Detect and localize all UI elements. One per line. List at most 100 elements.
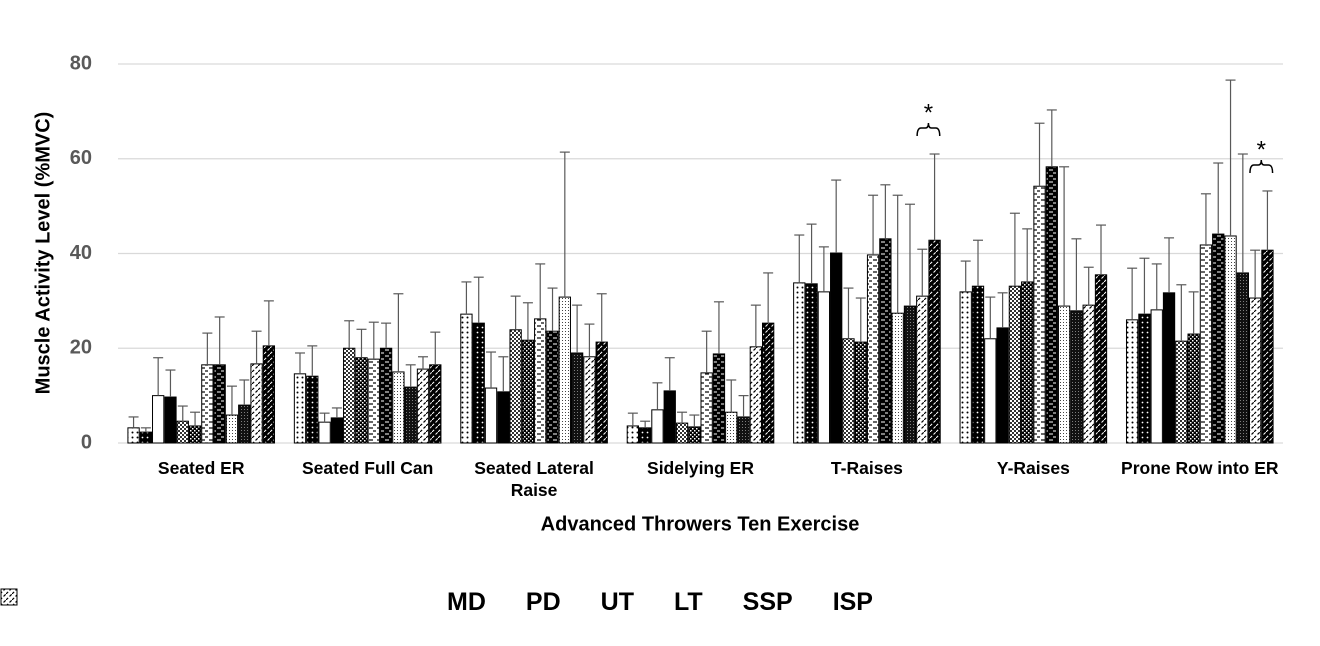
bar [250, 363, 263, 444]
error-bar [165, 369, 176, 398]
legend-item: SSP [0, 588, 793, 617]
legend-item: MD [0, 588, 486, 617]
x-tick-label: T-Raises [830, 458, 903, 478]
bar [1150, 309, 1163, 444]
bar [379, 347, 393, 444]
error-bar [713, 301, 724, 354]
error-bar [1139, 257, 1150, 315]
bar [509, 329, 522, 444]
error-bar [1188, 291, 1199, 335]
error-bar [307, 345, 318, 377]
bar [188, 425, 202, 444]
error-bar [572, 304, 583, 353]
error-bar [750, 304, 761, 347]
bar [238, 404, 251, 444]
y-tick-label: 40 [70, 242, 92, 264]
legend-label: MD [447, 588, 486, 616]
error-bar [818, 246, 829, 292]
error-bar [892, 194, 903, 314]
error-bar [880, 184, 891, 239]
error-bar [794, 234, 805, 283]
bar [1261, 249, 1274, 444]
error-bar [356, 328, 367, 358]
bar [1082, 304, 1095, 444]
error-bar [177, 405, 188, 422]
bar [1033, 185, 1046, 444]
x-tick-label: Sidelying ER [647, 458, 754, 478]
bar [959, 291, 972, 444]
error-bar [510, 295, 521, 330]
error-bar [405, 364, 416, 388]
bar [1212, 233, 1225, 444]
significance-marker: * [1257, 136, 1266, 163]
bar [879, 238, 892, 444]
error-bar [627, 412, 638, 426]
bar [1248, 297, 1262, 444]
error-bar [584, 323, 595, 357]
error-bar [1200, 193, 1211, 245]
error-bar [214, 316, 225, 365]
bar [805, 283, 818, 444]
error-bar [917, 248, 928, 297]
legend-item: UT [0, 588, 634, 617]
bar [854, 341, 867, 444]
legend-item: LT [0, 588, 703, 617]
bar [737, 416, 750, 444]
error-bar [929, 153, 940, 241]
bar [460, 313, 473, 444]
error-bar [486, 351, 497, 389]
legend-label: UT [600, 588, 634, 616]
error-bar [263, 300, 274, 346]
bar [1162, 292, 1176, 444]
bar [725, 411, 738, 444]
bar [306, 375, 319, 444]
legend-item: ISP [0, 588, 873, 617]
bar [700, 372, 713, 444]
bar [262, 345, 276, 444]
error-bar [1059, 166, 1070, 307]
error-bar [535, 263, 546, 319]
error-bar [393, 293, 404, 372]
y-tick-label: 80 [70, 52, 92, 74]
error-bar [239, 379, 250, 406]
legend-label: SSP [742, 588, 793, 616]
error-bar [960, 260, 971, 292]
bar [1199, 244, 1213, 444]
error-bar [1225, 79, 1236, 236]
bar [891, 312, 904, 444]
bar [330, 417, 344, 444]
x-tick-label: Y-Raises [996, 458, 1070, 478]
error-bar [153, 357, 164, 396]
legend-item: PD [0, 588, 561, 617]
bar [355, 357, 368, 444]
error-bar [202, 332, 213, 365]
error-bar [1096, 224, 1107, 275]
y-axis-title: Muscle Activity Level (%MVC) [32, 112, 54, 395]
legend-swatch-box [0, 588, 18, 606]
error-bar [1262, 190, 1273, 251]
bar [595, 341, 608, 444]
error-bar [652, 382, 663, 410]
bar [127, 427, 140, 444]
bar [663, 390, 676, 444]
error-bar [140, 427, 151, 433]
x-tick-label: Seated Lateral Raise [474, 458, 594, 500]
bar [1008, 285, 1022, 444]
bar [971, 285, 985, 444]
bar [762, 322, 775, 444]
bar [484, 387, 498, 444]
error-bar [1009, 212, 1020, 287]
bar [984, 338, 997, 444]
error-bar [344, 320, 355, 349]
bar [176, 420, 189, 444]
bar [472, 322, 485, 444]
error-bar [294, 352, 305, 374]
error-bar [868, 194, 879, 255]
bar [1138, 313, 1151, 444]
bar [534, 318, 547, 444]
error-bar [843, 287, 854, 339]
bar [213, 364, 226, 444]
bar [318, 421, 331, 444]
